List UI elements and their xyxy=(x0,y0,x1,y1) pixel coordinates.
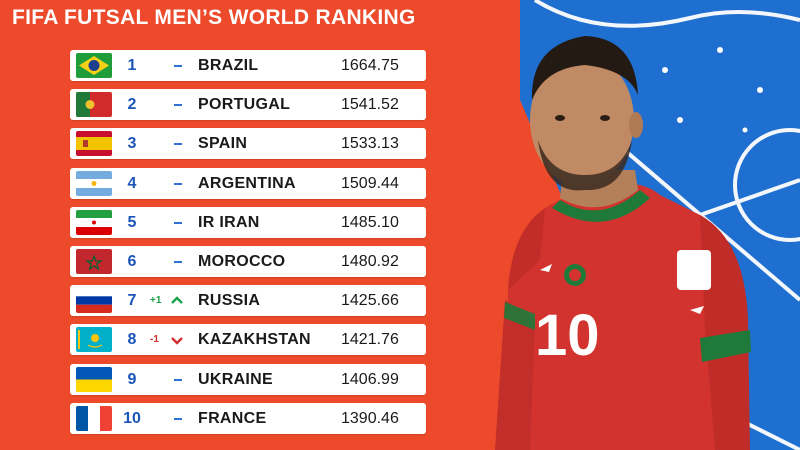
no-change-dash-icon xyxy=(174,417,182,420)
rank-number: 5 xyxy=(127,213,137,231)
arrow-down-icon xyxy=(171,337,183,346)
no-change-dash-icon xyxy=(174,143,182,146)
ranking-points: 1390.46 xyxy=(341,409,399,427)
country-name: UKRAINE xyxy=(198,370,273,388)
svg-text:10: 10 xyxy=(535,303,600,368)
rank-number: 10 xyxy=(123,409,141,427)
country-name: FRANCE xyxy=(198,409,267,427)
ranking-row: 3 SPAIN 1533.13 xyxy=(70,128,426,160)
no-change-dash-icon xyxy=(174,104,182,107)
ranking-row: 6 MOROCCO 1480.92 xyxy=(70,246,426,277)
rank-number: 2 xyxy=(127,96,137,114)
country-name: PORTUGAL xyxy=(198,96,291,114)
rank-number: 8 xyxy=(127,331,137,349)
rank-movement xyxy=(150,207,186,238)
no-change-dash-icon xyxy=(174,182,182,185)
rank-movement: +1 xyxy=(150,285,186,316)
country-name: KAZAKHSTAN xyxy=(198,331,311,349)
country-name: BRAZIL xyxy=(198,57,259,74)
rank-movement xyxy=(150,403,186,434)
rank-movement xyxy=(150,364,186,395)
spain-flag xyxy=(76,131,112,157)
rank-number: 6 xyxy=(127,253,137,270)
rank-number: 9 xyxy=(127,370,137,388)
country-name: RUSSIA xyxy=(198,292,261,310)
morocco-flag xyxy=(76,249,112,274)
rank-number: 3 xyxy=(127,135,137,153)
ranking-points: 1533.13 xyxy=(341,135,399,153)
portugal-flag xyxy=(76,92,112,118)
ranking-row: 9 UKRAINE 1406.99 xyxy=(70,363,426,395)
country-name: IR IRAN xyxy=(198,213,260,231)
ranking-row: 7 +1 RUSSIA 1425.66 xyxy=(70,285,426,317)
ranking-points: 1541.52 xyxy=(341,96,399,114)
rank-movement xyxy=(150,246,186,277)
rank-movement xyxy=(150,128,186,159)
kazakhstan-flag xyxy=(76,327,112,353)
country-name: MOROCCO xyxy=(198,253,286,270)
ranking-points: 1509.44 xyxy=(341,174,399,192)
rank-movement xyxy=(150,168,186,199)
ranking-row: 5 IR IRAN 1485.10 xyxy=(70,206,426,238)
ranking-row: 2 PORTUGAL 1541.52 xyxy=(70,89,426,121)
rank-number: 7 xyxy=(127,292,137,310)
ranking-row: 4 ARGENTINA 1509.44 xyxy=(70,167,426,199)
argentina-flag xyxy=(76,170,112,196)
france-flag xyxy=(76,405,112,431)
no-change-dash-icon xyxy=(174,65,182,67)
ranking-points: 1485.10 xyxy=(341,213,399,231)
country-name: ARGENTINA xyxy=(198,174,296,192)
iran-flag xyxy=(76,209,112,235)
rank-change: +1 xyxy=(150,295,162,307)
ranking-points: 1406.99 xyxy=(341,370,399,388)
ranking-row: 1 BRAZIL 1664.75 xyxy=(70,50,426,81)
ranking-row: 8 -1 KAZAKHSTAN 1421.76 xyxy=(70,324,426,356)
country-name: SPAIN xyxy=(198,135,248,153)
rank-change: -1 xyxy=(150,334,159,346)
rank-movement: -1 xyxy=(150,324,186,355)
ranking-points: 1425.66 xyxy=(341,292,399,310)
ukraine-flag xyxy=(76,366,112,392)
arrow-up-icon xyxy=(171,296,183,305)
rank-number: 1 xyxy=(127,57,137,74)
rank-number: 4 xyxy=(127,174,137,192)
rank-movement xyxy=(150,89,186,120)
ranking-points: 1480.92 xyxy=(341,253,399,270)
page-title: FIFA FUTSAL MEN’S WORLD RANKING xyxy=(12,6,416,29)
ranking-points: 1421.76 xyxy=(341,331,399,349)
ranking-row: 10 FRANCE 1390.46 xyxy=(70,402,426,434)
ranking-points: 1664.75 xyxy=(341,57,399,74)
rank-movement xyxy=(150,50,186,81)
no-change-dash-icon xyxy=(174,261,182,263)
no-change-dash-icon xyxy=(174,378,182,381)
brazil-flag xyxy=(76,53,112,78)
no-change-dash-icon xyxy=(174,221,182,224)
russia-flag xyxy=(76,288,112,314)
